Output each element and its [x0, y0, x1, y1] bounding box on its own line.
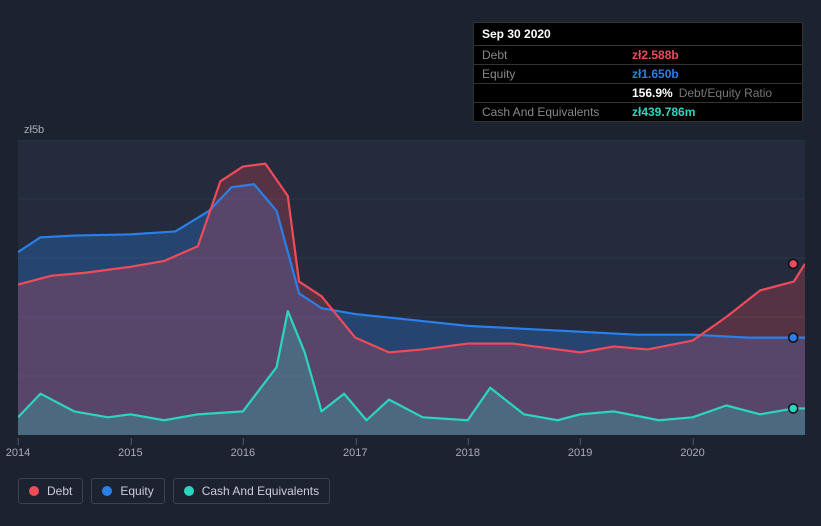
- legend-dot-icon: [29, 486, 39, 496]
- tooltip-row: Cash And Equivalentszł439.786m: [474, 102, 802, 121]
- tooltip-value: zł2.588b: [632, 48, 679, 62]
- legend-item[interactable]: Debt: [18, 478, 83, 504]
- x-axis-tick: 2018: [455, 447, 479, 459]
- legend-label: Equity: [120, 484, 153, 498]
- x-axis: 2014201520162017201820192020: [18, 437, 805, 457]
- tooltip-row: Debtzł2.588b: [474, 45, 802, 64]
- x-axis-tick: 2015: [118, 447, 142, 459]
- y-axis-top-label: zł5b: [24, 124, 44, 136]
- tooltip-label: Debt: [482, 48, 632, 62]
- legend-label: Cash And Equivalents: [202, 484, 319, 498]
- tooltip-date: Sep 30 2020: [474, 23, 802, 45]
- tooltip-row: 156.9%Debt/Equity Ratio: [474, 83, 802, 102]
- tooltip-label: Equity: [482, 67, 632, 81]
- legend-label: Debt: [47, 484, 72, 498]
- legend-dot-icon: [102, 486, 112, 496]
- legend-dot-icon: [184, 486, 194, 496]
- legend-item[interactable]: Cash And Equivalents: [173, 478, 330, 504]
- legend-item[interactable]: Equity: [91, 478, 164, 504]
- tooltip-value: zł439.786m: [632, 105, 695, 119]
- chart-svg: [18, 140, 805, 435]
- tooltip-extra: Debt/Equity Ratio: [679, 86, 772, 100]
- x-axis-tick: 2014: [6, 447, 30, 459]
- tooltip-label: Cash And Equivalents: [482, 105, 632, 119]
- tooltip-label: [482, 86, 632, 100]
- x-axis-tick: 2016: [231, 447, 255, 459]
- chart-area: [18, 140, 805, 435]
- legend: Debt Equity Cash And Equivalents: [18, 478, 330, 504]
- tooltip-row: Equityzł1.650b: [474, 64, 802, 83]
- x-axis-tick: 2020: [680, 447, 704, 459]
- tooltip-value: 156.9%Debt/Equity Ratio: [632, 86, 772, 100]
- x-axis-tick: 2017: [343, 447, 367, 459]
- chart-tooltip: Sep 30 2020 Debtzł2.588bEquityzł1.650b15…: [473, 22, 803, 122]
- tooltip-value: zł1.650b: [632, 67, 679, 81]
- x-axis-tick: 2019: [568, 447, 592, 459]
